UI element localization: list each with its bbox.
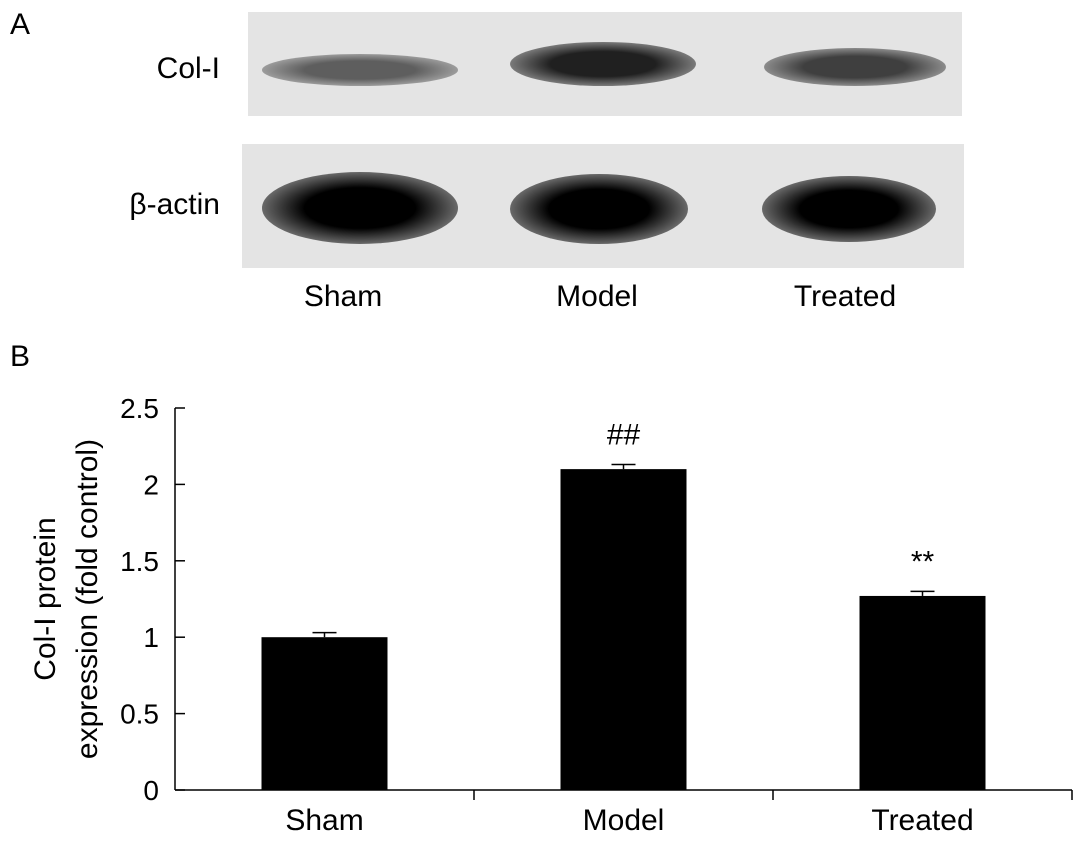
blot-row-label-beta-actin: β-actin xyxy=(129,188,220,221)
band-beta-actin-treated xyxy=(762,176,936,242)
band-beta-actin-sham xyxy=(262,172,458,244)
x-tick-label: Treated xyxy=(871,804,973,837)
bar-sham xyxy=(261,637,388,790)
band-col-i-treated xyxy=(764,48,946,86)
band-col-i-model xyxy=(510,42,696,86)
y-axis-title-line2: expression (fold control) xyxy=(71,439,104,759)
bar-model xyxy=(560,469,687,790)
significance-label: ## xyxy=(607,419,641,452)
blot-col-i xyxy=(248,12,962,116)
significance-label: ** xyxy=(911,545,935,578)
panel-a-label: A xyxy=(10,8,31,41)
band-col-i-sham xyxy=(262,54,458,86)
y-tick-label: 2 xyxy=(143,469,159,500)
lane-label-model: Model xyxy=(556,280,638,313)
lane-label-treated: Treated xyxy=(793,280,897,313)
blot-beta-actin xyxy=(242,144,964,268)
y-tick-label: 0 xyxy=(143,775,159,806)
y-tick-label: 1.5 xyxy=(120,546,159,577)
x-tick-label: Sham xyxy=(285,804,363,837)
x-tick-label: Model xyxy=(583,804,665,837)
y-tick-label: 2.5 xyxy=(120,393,159,424)
panel-b-label: B xyxy=(10,340,31,373)
y-tick-label: 0.5 xyxy=(120,699,159,730)
bar-treated xyxy=(859,595,986,790)
band-beta-actin-model xyxy=(510,174,688,244)
lane-label-sham: Sham xyxy=(303,280,383,313)
y-axis-title-line1: Col-I protein xyxy=(29,517,62,680)
blot-row-label-col-i: Col-I xyxy=(156,52,220,85)
y-tick-label: 1 xyxy=(143,622,159,653)
